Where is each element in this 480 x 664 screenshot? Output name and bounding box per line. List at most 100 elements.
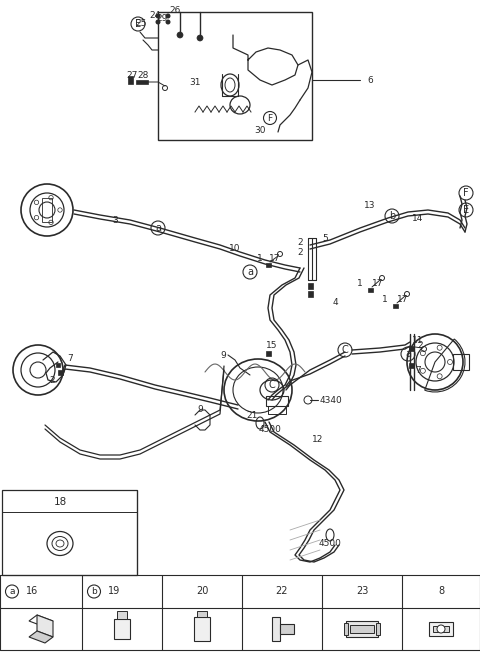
- Bar: [158, 12, 312, 140]
- Bar: [117, 611, 127, 619]
- Text: a: a: [155, 223, 161, 233]
- Bar: [393, 304, 397, 308]
- Bar: [268, 406, 286, 414]
- Circle shape: [49, 195, 53, 200]
- Circle shape: [49, 220, 53, 224]
- Bar: [368, 288, 372, 292]
- Text: 4500: 4500: [319, 539, 341, 548]
- Bar: [265, 351, 271, 355]
- Text: 7: 7: [415, 365, 421, 374]
- Text: a: a: [247, 267, 253, 277]
- Text: 24: 24: [149, 11, 161, 19]
- Bar: [194, 617, 210, 641]
- Bar: [2, 490, 137, 575]
- Text: 2: 2: [49, 376, 55, 384]
- Bar: [56, 363, 60, 367]
- Text: 17: 17: [372, 278, 384, 288]
- Circle shape: [166, 13, 170, 19]
- Polygon shape: [37, 615, 53, 637]
- Text: 2: 2: [297, 238, 303, 246]
- Text: 31: 31: [189, 78, 201, 86]
- Text: 2: 2: [297, 248, 303, 256]
- Circle shape: [34, 200, 39, 205]
- Text: 7: 7: [67, 353, 73, 363]
- Text: 2: 2: [417, 341, 423, 349]
- Circle shape: [156, 13, 160, 19]
- Text: E: E: [463, 205, 469, 215]
- Text: 15: 15: [266, 341, 278, 349]
- Circle shape: [177, 32, 183, 38]
- Bar: [58, 369, 62, 374]
- Bar: [266, 396, 288, 406]
- Text: 1: 1: [357, 278, 363, 288]
- Text: C: C: [269, 380, 276, 390]
- Text: 3: 3: [112, 216, 118, 224]
- Text: 5: 5: [322, 234, 328, 242]
- Circle shape: [58, 208, 62, 212]
- Text: C: C: [342, 345, 348, 355]
- Text: 19: 19: [108, 586, 120, 596]
- Text: 10: 10: [229, 244, 241, 252]
- Text: 14: 14: [412, 214, 424, 222]
- Text: 16: 16: [26, 586, 38, 596]
- Text: 9: 9: [197, 406, 203, 414]
- Bar: [453, 354, 469, 370]
- Bar: [197, 611, 207, 617]
- Text: b: b: [389, 211, 395, 221]
- Text: 17: 17: [397, 295, 409, 303]
- Circle shape: [34, 215, 39, 220]
- Text: 13: 13: [364, 201, 376, 210]
- Circle shape: [420, 351, 425, 356]
- Text: 26: 26: [169, 5, 180, 15]
- Polygon shape: [29, 631, 53, 643]
- Text: 18: 18: [53, 497, 67, 507]
- Text: 4340: 4340: [320, 396, 343, 404]
- Bar: [265, 263, 271, 267]
- Text: 27: 27: [126, 70, 138, 80]
- Bar: [433, 626, 449, 632]
- Circle shape: [447, 359, 453, 365]
- Text: 29: 29: [156, 13, 168, 23]
- Bar: [136, 80, 148, 84]
- Text: a: a: [405, 349, 411, 359]
- Text: a: a: [9, 587, 15, 596]
- Text: 28: 28: [137, 70, 149, 80]
- Bar: [408, 363, 413, 367]
- Circle shape: [166, 19, 170, 25]
- Text: F: F: [463, 188, 469, 198]
- Text: 22: 22: [276, 586, 288, 596]
- Text: 23: 23: [356, 586, 368, 596]
- Circle shape: [420, 369, 425, 373]
- Bar: [272, 617, 280, 641]
- Text: 11: 11: [412, 335, 424, 345]
- Bar: [280, 624, 294, 634]
- Bar: [429, 622, 453, 636]
- Circle shape: [437, 345, 442, 350]
- Text: 30: 30: [254, 125, 266, 135]
- Text: 6: 6: [367, 76, 373, 84]
- Circle shape: [197, 35, 203, 41]
- Bar: [408, 345, 413, 351]
- Text: 8: 8: [438, 586, 444, 596]
- Bar: [346, 621, 378, 637]
- Circle shape: [156, 19, 160, 25]
- Polygon shape: [29, 615, 53, 627]
- Circle shape: [437, 625, 445, 633]
- Bar: [350, 625, 374, 633]
- Text: 1: 1: [382, 295, 388, 303]
- Bar: [308, 291, 312, 297]
- Bar: [114, 619, 130, 639]
- Bar: [128, 76, 133, 84]
- Bar: [42, 198, 52, 222]
- Text: 17: 17: [269, 254, 281, 262]
- Text: 25: 25: [136, 19, 147, 27]
- Text: E: E: [135, 19, 141, 29]
- Text: 4: 4: [332, 297, 338, 307]
- Text: 21: 21: [246, 410, 258, 420]
- Text: b: b: [91, 587, 97, 596]
- Bar: [376, 623, 380, 635]
- Text: 9: 9: [220, 351, 226, 359]
- Bar: [344, 623, 348, 635]
- Text: 20: 20: [196, 586, 208, 596]
- Text: 12: 12: [312, 436, 324, 444]
